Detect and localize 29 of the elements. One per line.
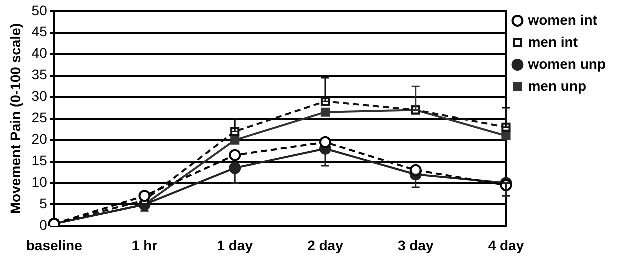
legend-label: men unp xyxy=(528,78,587,94)
legend-label: men int xyxy=(528,34,578,50)
legend-label: women int xyxy=(527,12,598,28)
x-tick-label: 1 hr xyxy=(132,237,158,254)
x-tick-label: baseline xyxy=(26,237,83,254)
y-tick-label: 45 xyxy=(32,24,48,40)
x-tick-label: 4 day xyxy=(488,237,524,254)
y-axis-title: Movement Pain (0-100 scale) xyxy=(7,23,24,214)
y-tick-label: 0 xyxy=(40,217,48,234)
point xyxy=(138,190,151,202)
point xyxy=(319,136,332,148)
legend-label: women unp xyxy=(527,56,606,72)
point xyxy=(229,149,242,162)
y-tick-label: 5 xyxy=(40,196,48,212)
y-tick-label: 10 xyxy=(32,174,48,190)
y-tick-label: 50 xyxy=(32,2,48,18)
point xyxy=(502,131,511,141)
y-tick-label: 20 xyxy=(32,131,48,148)
x-tick-label: 3 day xyxy=(398,237,434,254)
x-tick-label: 1 day xyxy=(217,237,254,254)
y-tick-label: 35 xyxy=(32,66,48,83)
y-tick-label: 15 xyxy=(32,152,48,169)
point xyxy=(320,108,330,117)
y-tick-label: 30 xyxy=(32,88,48,104)
y-tick-label: 25 xyxy=(32,110,48,126)
x-tick-label: 2 day xyxy=(308,237,344,254)
point xyxy=(410,164,422,176)
point xyxy=(230,136,240,145)
y-tick-label: 40 xyxy=(32,45,48,62)
